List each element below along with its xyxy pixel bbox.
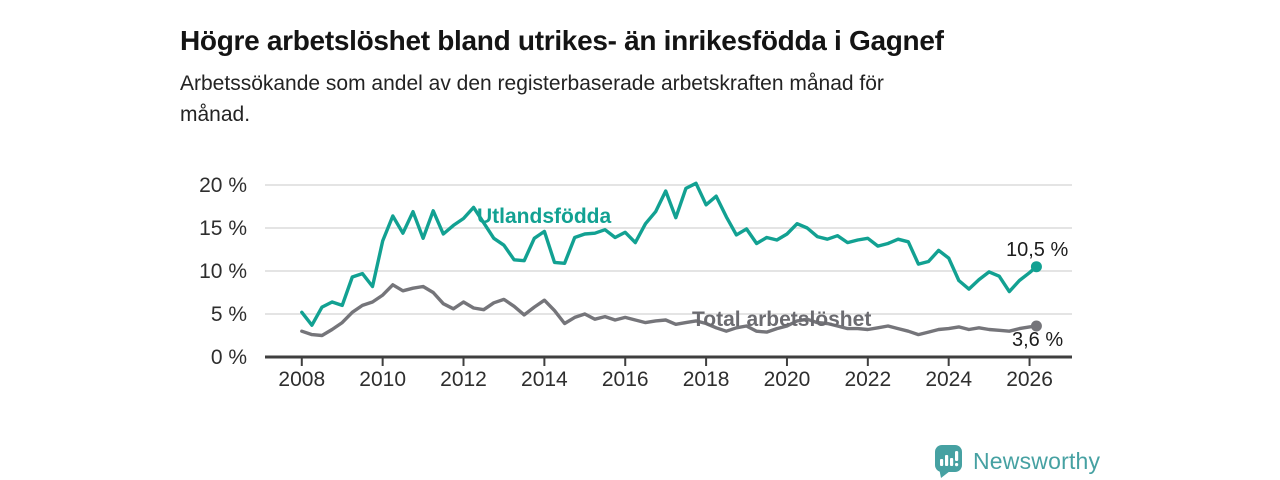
chart-subtitle-line1: Arbetssökande som andel av den registerb… — [180, 72, 884, 95]
x-axis-label: 2024 — [925, 368, 972, 391]
brand-footer: Newsworthy — [934, 444, 1100, 478]
series-end-dot-total — [1030, 320, 1042, 332]
chart-title: Högre arbetslöshet bland utrikes- än inr… — [180, 24, 944, 56]
x-axis-label: 2020 — [764, 368, 811, 391]
y-axis-label: 20 % — [199, 174, 247, 197]
series-label-utlandsfodda: Utlandsfödda — [477, 205, 612, 228]
newsworthy-logo-icon — [935, 444, 962, 478]
x-axis-label: 2014 — [521, 368, 568, 391]
x-axis-label: 2018 — [683, 368, 730, 391]
chart-subtitle-line2: månad. — [180, 103, 251, 126]
y-axis-label: 5 % — [211, 303, 247, 326]
series-line-utlandsfodda — [300, 181, 1039, 327]
chart-subtitle: Arbetssökande som andel av den registerb… — [180, 68, 1100, 130]
series-label-total-arbetsloshet: Total arbetslöshet — [692, 308, 872, 331]
series-line-total — [300, 283, 1039, 338]
x-axis-label: 2026 — [1006, 368, 1053, 391]
end-value-utlandsfodda: 10,5 % — [1006, 239, 1069, 261]
brand-name: Newsworthy — [973, 447, 1101, 474]
x-axis-label: 2016 — [602, 368, 649, 391]
x-axis-label: 2008 — [278, 368, 325, 391]
x-axis-label: 2022 — [844, 368, 891, 391]
series-end-dot-utlandsfodda — [1030, 261, 1042, 273]
end-value-total-arbetsloshet: 3,6 % — [1012, 329, 1064, 351]
y-axis-label: 0 % — [211, 346, 247, 369]
y-axis-label: 10 % — [199, 260, 247, 283]
x-axis-label: 2012 — [440, 368, 487, 391]
x-axis-label: 2010 — [359, 368, 406, 391]
y-axis-label: 15 % — [199, 217, 247, 240]
